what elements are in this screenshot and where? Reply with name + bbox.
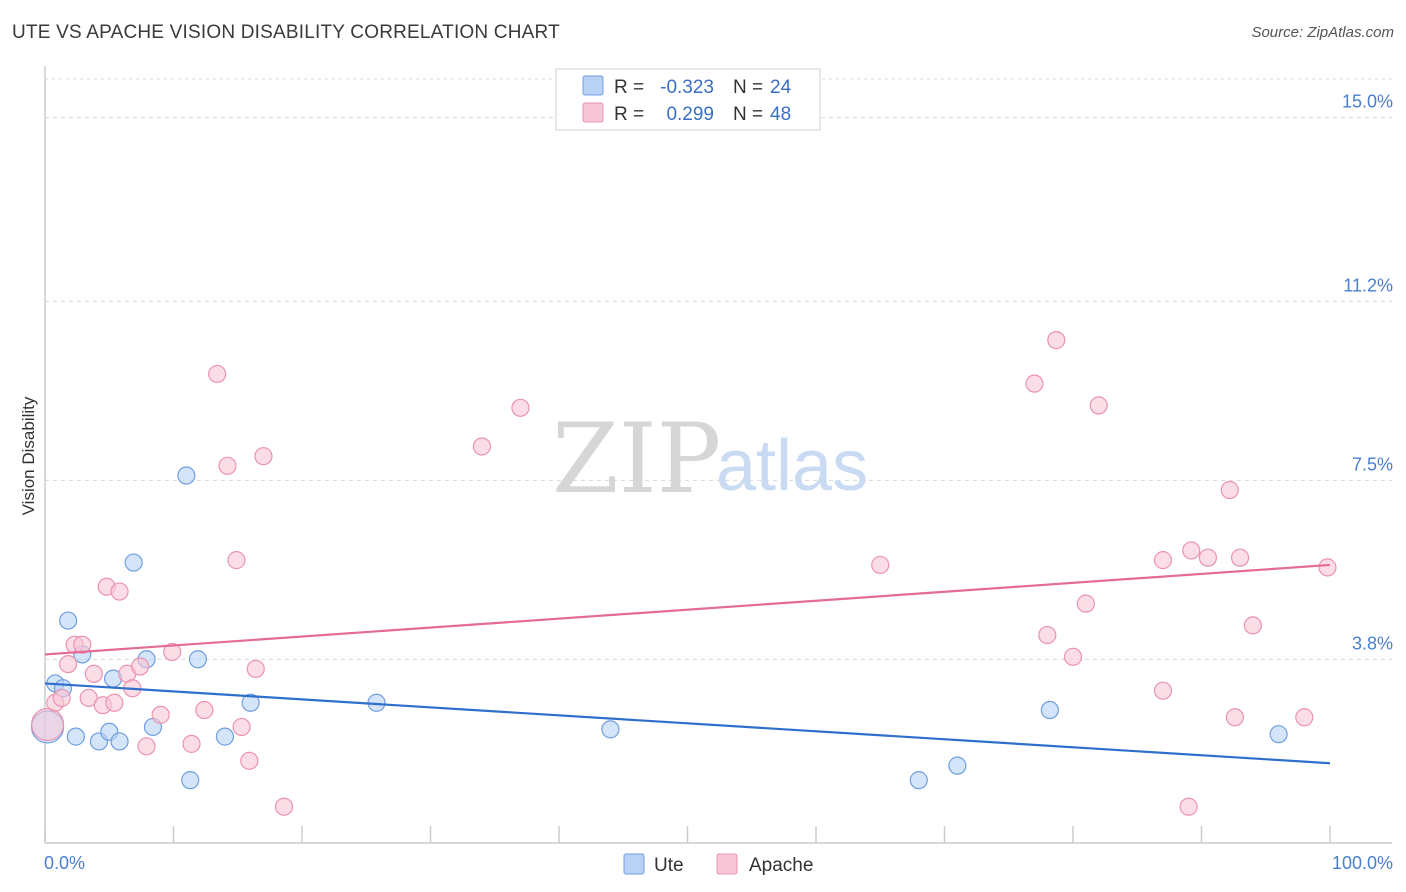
legend-apache-n-label: N = <box>733 104 763 125</box>
bottom-legend: Ute Apache <box>623 853 813 876</box>
apache-point <box>1220 480 1239 500</box>
apache-point <box>163 642 182 662</box>
legend-ute-r-value: -0.323 <box>660 77 714 98</box>
apache-point <box>871 555 890 575</box>
apache-point <box>218 456 237 475</box>
bottom-legend-apache-swatch <box>716 853 738 875</box>
apache-point <box>240 751 259 770</box>
apache-point <box>30 707 65 742</box>
apache-point <box>105 693 124 712</box>
ute-point <box>215 727 234 746</box>
ute-point <box>59 611 78 630</box>
ute-point <box>1269 725 1288 744</box>
ute-point <box>66 727 85 746</box>
apache-point <box>1038 625 1057 645</box>
source-label: Source: ZipAtlas.com <box>1251 24 1394 41</box>
ute-point <box>110 732 129 751</box>
apache-point <box>1047 331 1066 350</box>
apache-point <box>79 688 98 708</box>
legend-ute-n-value: 24 <box>770 77 792 98</box>
ute-point <box>241 693 260 712</box>
ute-point <box>124 553 143 572</box>
ute-points <box>30 466 1288 790</box>
apache-point <box>73 635 92 654</box>
apache-trend-line <box>44 563 1331 656</box>
y-tick-label: 3.8% <box>1352 633 1393 653</box>
y-tick-label: 11.2% <box>1343 275 1393 295</box>
apache-point <box>130 657 150 676</box>
y-tick-label: 15.0% <box>1342 92 1393 112</box>
apache-point <box>84 664 103 683</box>
apache-point <box>151 705 170 724</box>
watermark-atlas: atlas <box>716 426 868 506</box>
y-axis-title: Vision Disability <box>19 396 38 515</box>
legend-ute-r-label: R = <box>614 77 644 98</box>
apache-point <box>1153 681 1173 700</box>
apache-point <box>1089 396 1108 415</box>
apache-point <box>274 797 294 816</box>
apache-point <box>52 688 71 708</box>
legend-ute-n-label: N = <box>733 77 763 98</box>
gridlines <box>45 78 1392 660</box>
apache-point <box>1063 647 1083 666</box>
bottom-legend-apache-label: Apache <box>749 855 813 876</box>
watermark: ZIP atlas <box>552 403 868 515</box>
legend-apache-n-value: 48 <box>770 104 791 125</box>
ute-point <box>909 771 928 790</box>
apache-point <box>1153 551 1173 570</box>
legend-apache-swatch <box>582 102 604 123</box>
apache-point <box>246 659 265 679</box>
apache-point <box>110 582 129 601</box>
x-tick-label-max: 100.0% <box>1332 853 1393 873</box>
ute-trend-line <box>44 682 1331 765</box>
bottom-legend-ute-swatch <box>623 853 645 875</box>
trend-lines <box>44 563 1331 765</box>
apache-point <box>1230 548 1250 567</box>
legend-apache-r-value: 0.299 <box>666 104 714 125</box>
ute-point <box>177 466 196 485</box>
apache-point <box>232 717 251 737</box>
ute-point <box>601 720 620 739</box>
ute-point <box>948 756 967 775</box>
apache-point <box>208 364 227 384</box>
chart-title: UTE VS APACHE VISION DISABILITY CORRELAT… <box>12 22 560 43</box>
apache-point <box>59 654 78 674</box>
y-tick-label: 7.5% <box>1352 454 1393 474</box>
apache-point <box>1318 558 1337 577</box>
apache-point <box>182 734 201 753</box>
watermark-zip: ZIP <box>552 403 721 515</box>
apache-point <box>137 737 156 756</box>
apache-point <box>1025 374 1044 393</box>
apache-point <box>1076 594 1095 613</box>
apache-point <box>511 398 530 417</box>
bottom-legend-ute-label: Ute <box>654 855 684 876</box>
legend-apache-r-label: R = <box>614 104 644 125</box>
tick-labels: 3.8% 7.5% 11.2% 15.0% 0.0% 100.0% <box>44 92 1393 873</box>
apache-point <box>254 447 273 466</box>
ute-point <box>188 650 208 669</box>
apache-point <box>1295 708 1314 727</box>
apache-point <box>1182 541 1201 560</box>
x-tick-label-min: 0.0% <box>44 853 85 873</box>
ute-point <box>1040 700 1059 720</box>
apache-points <box>30 331 1337 816</box>
apache-point <box>227 551 246 570</box>
legend-box: R = -0.323 N = 24 R = 0.299 N = 48 <box>555 68 821 131</box>
apache-point <box>1198 548 1218 567</box>
apache-point <box>195 700 214 720</box>
legend-ute-swatch <box>582 75 604 96</box>
apache-point <box>1243 616 1263 635</box>
apache-point <box>1225 708 1245 727</box>
apache-point <box>1179 797 1198 816</box>
ute-point <box>181 771 200 790</box>
apache-point <box>472 437 491 456</box>
